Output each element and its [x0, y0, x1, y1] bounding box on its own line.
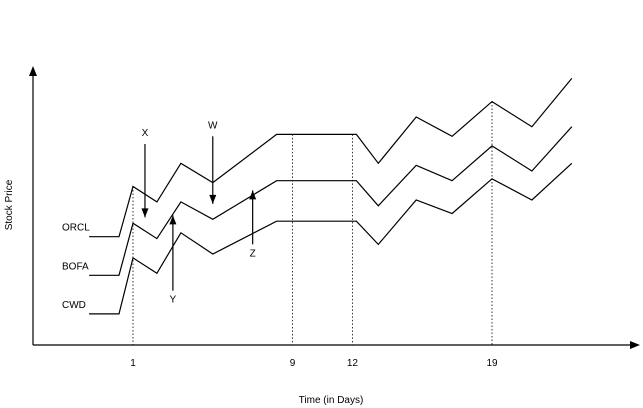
- annotation-w: W: [208, 120, 218, 204]
- series-label-cwd: CWD: [62, 300, 86, 311]
- annotation-z: Z: [249, 190, 257, 259]
- annotation-z-label: Z: [250, 248, 256, 259]
- annotation-x-label: X: [142, 128, 149, 139]
- series-line-orcl: [89, 78, 573, 238]
- series-line-bofa: [89, 126, 573, 276]
- annotation-y: Y: [169, 215, 177, 306]
- annotation-x-arrowhead: [141, 208, 149, 218]
- annotation-y-label: Y: [170, 295, 177, 306]
- annotation-z-arrowhead: [249, 190, 257, 200]
- x-tick-label-1: 1: [130, 358, 136, 369]
- x-tick-label-9: 9: [290, 358, 296, 369]
- x-tick-labels: 1 9 12 19: [130, 358, 498, 369]
- x-axis-label: Time (in Days): [299, 395, 364, 406]
- series-group: [89, 78, 573, 315]
- series-labels: ORCL BOFA CWD: [62, 223, 90, 311]
- x-tick-label-12: 12: [347, 358, 359, 369]
- reference-lines: [132, 101, 493, 345]
- series-label-orcl: ORCL: [62, 223, 90, 234]
- annotations: X Y W Z: [141, 120, 257, 306]
- annotation-y-arrowhead: [169, 215, 177, 225]
- y-axis-arrowhead: [29, 66, 37, 76]
- y-axis-label: Stock Price: [4, 179, 15, 230]
- series-label-bofa: BOFA: [62, 261, 89, 272]
- series-line-cwd: [89, 162, 573, 315]
- annotation-w-arrowhead: [209, 194, 217, 204]
- x-axis-arrowhead: [630, 341, 640, 349]
- x-tick-label-19: 19: [486, 358, 498, 369]
- annotation-w-label: W: [208, 120, 218, 131]
- annotation-x: X: [141, 128, 149, 218]
